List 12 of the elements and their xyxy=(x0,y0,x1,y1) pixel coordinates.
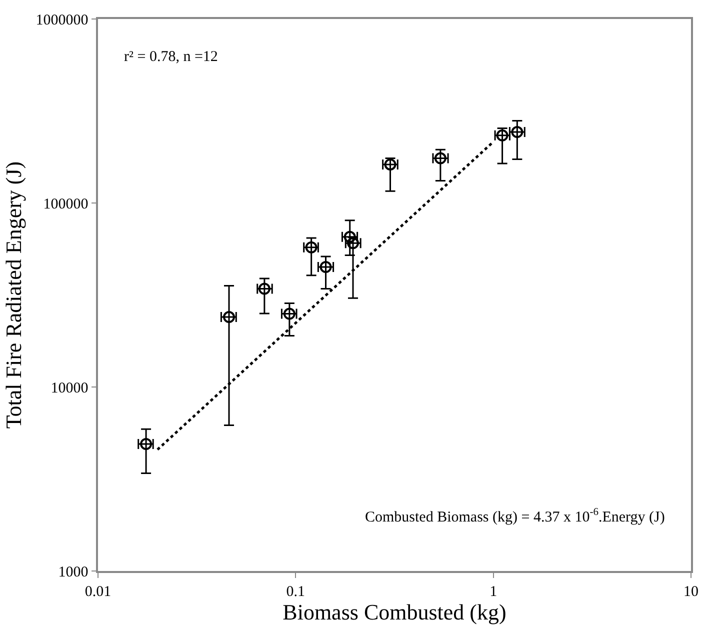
y-axis-title: Total Fire Radiated Engery (J) xyxy=(1,161,26,429)
x-axis-title: Biomass Combusted (kg) xyxy=(282,600,506,625)
x-tick-label: 0.01 xyxy=(84,584,112,600)
y-tick-label: 1000000 xyxy=(36,12,88,28)
x-tick-label: 10 xyxy=(684,584,698,600)
y-tick-label: 100000 xyxy=(43,196,88,212)
x-tick-label: 1 xyxy=(490,584,498,600)
x-tick-label: 0.1 xyxy=(286,584,306,600)
annotation: r² = 0.78, n =12 xyxy=(124,49,218,65)
annotation: Combusted Biomass (kg) = 4.37 x 10$^{-6}$.Energy (J) xyxy=(365,507,665,526)
y-tick-label: 1000 xyxy=(58,564,88,580)
y-tick-label: 10000 xyxy=(50,380,88,396)
